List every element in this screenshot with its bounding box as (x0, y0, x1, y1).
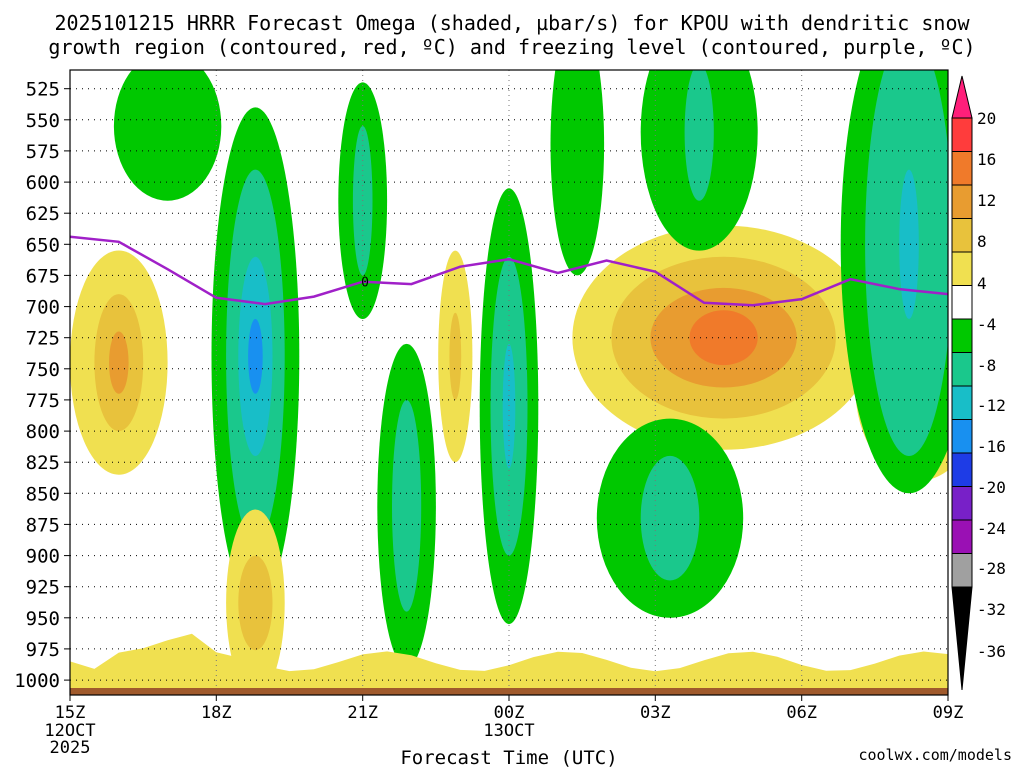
y-tick-label-775: 775 (26, 390, 60, 412)
omega-shading (70, 70, 948, 695)
y-tick-label-575: 575 (26, 141, 60, 163)
colorbar-label-4: 4 (977, 274, 987, 293)
grid-lines (70, 70, 948, 695)
colorbar-label-0: 20 (977, 109, 996, 128)
y-tick-label-975: 975 (26, 639, 60, 661)
omega-contour-13-0 (550, 70, 605, 276)
y-tick-label-950: 950 (26, 608, 60, 630)
x-axis-label: Forecast Time (UTC) (400, 747, 617, 768)
chart-title-line1: 2025101215 HRRR Forecast Omega (shaded, … (54, 11, 970, 35)
omega-contour-5-1 (449, 312, 462, 400)
y-tick-label-1000: 1000 (14, 670, 60, 692)
x-tick-date-00Z: 13OCT (483, 721, 534, 741)
colorbar-band-0 (951, 117, 973, 152)
omega-contour-6-1 (238, 555, 273, 651)
ground-surface (70, 688, 948, 695)
colorbar-band-5 (951, 285, 973, 320)
colorbar-top-arrow (951, 75, 973, 119)
x-tick-label-21Z: 21Z (347, 703, 378, 723)
x-tick-label-09Z: 09Z (933, 703, 964, 723)
y-tick-label-825: 825 (26, 452, 60, 474)
colorbar-band-12 (951, 519, 973, 554)
y-tick-label-750: 750 (26, 359, 60, 381)
colorbar-label-1: 16 (977, 150, 996, 169)
y-tick-label-525: 525 (26, 79, 60, 101)
surface-ascent-layer (70, 633, 948, 695)
omega-contour-12-2 (899, 169, 919, 319)
omega-contour-1-3 (248, 319, 263, 394)
x-tick-date-15Z: 12OCT (44, 721, 95, 741)
y-tick-label-675: 675 (26, 265, 60, 287)
x-tick-year-15Z: 2025 (50, 738, 91, 758)
colorbar-label-2: 12 (977, 191, 996, 210)
omega-contour-10-0 (113, 70, 222, 201)
freezing-level-line (70, 235, 948, 307)
y-tick-label-600: 600 (26, 172, 60, 194)
colorbar-label-8: -16 (977, 437, 1006, 456)
freezing-level-label: 0 (361, 276, 369, 291)
colorbar-label-10: -24 (977, 519, 1006, 538)
y-tick-label-800: 800 (26, 421, 60, 443)
colorbar-label-5: -4 (977, 315, 996, 334)
colorbar-label-9: -20 (977, 478, 1006, 497)
omega-contour-3-1 (392, 400, 422, 612)
y-tick-label-850: 850 (26, 483, 60, 505)
y-tick-label-625: 625 (26, 203, 60, 225)
omega-contour-9-1 (640, 455, 700, 581)
colorbar-label-7: -12 (977, 396, 1006, 415)
y-tick-label-650: 650 (26, 234, 60, 256)
omega-contour-11-1 (684, 70, 714, 201)
colorbar-band-10 (951, 452, 973, 487)
colorbar-band-1 (951, 151, 973, 186)
colorbar-band-7 (951, 352, 973, 387)
x-tick-label-06Z: 06Z (786, 703, 817, 723)
x-tick-label-18Z: 18Z (201, 703, 232, 723)
colorbar: 20 16 12 8 4 -4 -8 -12 -16 -20 -24 -28 -32 -36 (951, 75, 1006, 691)
omega-contour-0-2 (109, 331, 129, 394)
colorbar-label-13: -36 (977, 642, 1006, 661)
colorbar-label-6: -8 (977, 356, 996, 375)
y-tick-label-550: 550 (26, 110, 60, 132)
y-tick-label-925: 925 (26, 577, 60, 599)
colorbar-band-13 (951, 553, 973, 588)
x-tick-label-03Z: 03Z (640, 703, 671, 723)
x-tick-label-15Z: 15Z (55, 703, 86, 723)
y-axis: 525 550 575 600 625 650 675 700 725 750 775 800 825 8… (14, 79, 70, 692)
y-tick-label-875: 875 (26, 514, 60, 536)
chart-title-line2: growth region (contoured, red, ºC) and f… (48, 35, 975, 59)
watermark: coolwx.com/models (858, 746, 1012, 764)
y-tick-label-700: 700 (26, 297, 60, 319)
colorbar-label-3: 8 (977, 232, 987, 251)
omega-contour-4-2 (502, 343, 516, 469)
y-tick-label-725: 725 (26, 328, 60, 350)
colorbar-band-8 (951, 385, 973, 420)
y-tick-label-900: 900 (26, 546, 60, 568)
colorbar-label-12: -32 (977, 600, 1006, 619)
colorbar-band-9 (951, 419, 973, 454)
x-tick-label-00Z: 00Z (494, 703, 525, 723)
colorbar-band-6 (951, 318, 973, 353)
colorbar-label-11: -28 (977, 559, 1006, 578)
colorbar-band-3 (951, 218, 973, 253)
ground-band (70, 688, 948, 695)
colorbar-band-11 (951, 486, 973, 521)
colorbar-band-4 (951, 251, 973, 286)
colorbar-bottom-arrow (951, 586, 973, 691)
colorbar-band-2 (951, 184, 973, 219)
omega-contour-7-3 (689, 310, 758, 366)
